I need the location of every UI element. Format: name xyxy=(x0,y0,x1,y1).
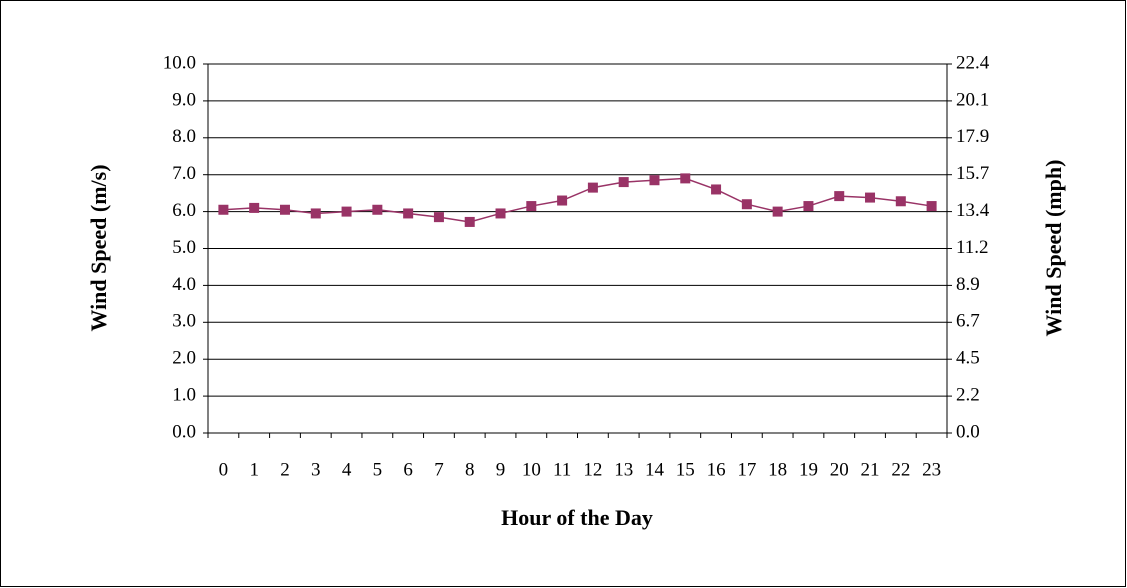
x-tick-label: 23 xyxy=(922,459,941,480)
marker xyxy=(865,192,876,203)
marker xyxy=(341,206,352,217)
x-tick-label: 17 xyxy=(737,459,756,480)
y2-tick-label: 20.1 xyxy=(956,89,989,110)
y2-tick-label: 6.7 xyxy=(956,311,980,332)
marker xyxy=(895,196,906,207)
y-tick-label: 9.0 xyxy=(172,89,196,110)
y2-tick-label: 2.2 xyxy=(956,384,980,405)
y2-tick-label: 15.7 xyxy=(956,163,989,184)
marker xyxy=(433,212,444,223)
x-tick-label: 13 xyxy=(614,459,633,480)
x-axis-title: Hour of the Day xyxy=(501,505,653,530)
y-tick-label: 1.0 xyxy=(172,384,196,405)
marker xyxy=(587,182,598,193)
x-tick-label: 12 xyxy=(583,459,602,480)
marker xyxy=(218,204,229,215)
y-tick-label: 8.0 xyxy=(172,126,196,147)
x-tick-label: 16 xyxy=(707,459,726,480)
x-tick-label: 3 xyxy=(311,459,321,480)
y2-tick-label: 4.5 xyxy=(956,348,980,369)
marker xyxy=(403,208,414,219)
y-tick-label: 6.0 xyxy=(172,200,196,221)
x-tick-label: 5 xyxy=(373,459,383,480)
x-tick-label: 15 xyxy=(676,459,695,480)
x-tick-label: 14 xyxy=(645,459,665,480)
y-tick-label: 10.0 xyxy=(163,52,196,73)
x-tick-label: 2 xyxy=(280,459,290,480)
marker xyxy=(464,216,475,227)
marker xyxy=(495,208,506,219)
marker xyxy=(310,208,321,219)
marker xyxy=(772,206,783,217)
y-tick-label: 4.0 xyxy=(172,274,196,295)
marker xyxy=(649,175,660,186)
x-tick-label: 10 xyxy=(522,459,541,480)
x-tick-label: 8 xyxy=(465,459,475,480)
marker xyxy=(680,173,691,184)
marker xyxy=(741,199,752,210)
y-axis-title: Wind Speed (m/s) xyxy=(86,164,111,331)
y2-tick-label: 0.0 xyxy=(956,421,980,442)
x-tick-label: 19 xyxy=(799,459,818,480)
marker xyxy=(618,177,629,188)
x-tick-label: 11 xyxy=(553,459,571,480)
x-tick-label: 7 xyxy=(434,459,444,480)
y-tick-label: 5.0 xyxy=(172,237,196,258)
marker xyxy=(803,201,814,212)
marker xyxy=(526,201,537,212)
marker xyxy=(249,202,260,213)
marker xyxy=(834,191,845,202)
x-tick-label: 9 xyxy=(496,459,506,480)
marker xyxy=(279,204,290,215)
y2-tick-label: 17.9 xyxy=(956,126,989,147)
y-tick-label: 3.0 xyxy=(172,311,196,332)
y2-tick-label: 8.9 xyxy=(956,274,980,295)
y2-tick-label: 11.2 xyxy=(956,237,989,258)
y-tick-label: 7.0 xyxy=(172,163,196,184)
y-tick-label: 0.0 xyxy=(172,421,196,442)
line xyxy=(223,177,932,223)
marker xyxy=(711,184,722,195)
marker xyxy=(557,195,568,206)
marker xyxy=(926,201,937,212)
marker xyxy=(372,204,383,215)
x-tick-label: 20 xyxy=(830,459,849,480)
x-tick-label: 22 xyxy=(891,459,910,480)
x-tick-label: 18 xyxy=(768,459,787,480)
x-tick-label: 6 xyxy=(403,459,413,480)
y2-axis-title: Wind Speed (mph) xyxy=(1041,160,1066,337)
y2-tick-label: 13.4 xyxy=(956,200,990,221)
y-tick-label: 2.0 xyxy=(172,348,196,369)
x-tick-label: 21 xyxy=(861,459,880,480)
x-tick-label: 4 xyxy=(342,459,352,480)
x-tick-label: 0 xyxy=(219,459,229,480)
y2-tick-label: 22.4 xyxy=(956,52,990,73)
x-tick-label: 1 xyxy=(249,459,259,480)
